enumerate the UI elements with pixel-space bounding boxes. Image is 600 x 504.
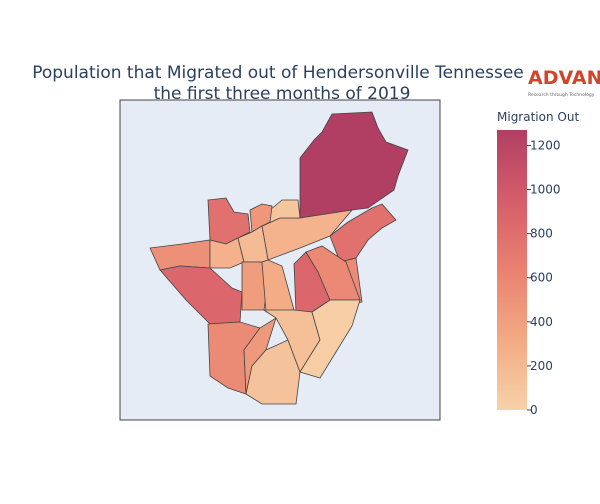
colorbar-tick-label: 600 (530, 271, 553, 285)
colorbar (497, 130, 527, 410)
title-line: Population that Migrated out of Henderso… (32, 63, 524, 83)
logo: ADVAN (528, 67, 600, 89)
logo-tagline: Research through Technology (528, 92, 595, 98)
region (299, 111, 409, 219)
regions (149, 111, 409, 405)
title-line: the first three months of 2019 (154, 84, 411, 104)
colorbar-tick-label: 400 (530, 315, 553, 329)
colorbar-tick-label: 800 (530, 227, 553, 241)
region (299, 299, 361, 379)
colorbar-tick-label: 200 (530, 359, 553, 373)
region (209, 237, 245, 269)
colorbar-tick-label: 1200 (530, 138, 561, 152)
colorbar-title: Migration Out (497, 110, 579, 124)
colorbar-tick-label: 0 (530, 403, 538, 417)
colorbar-tick-label: 1000 (530, 183, 561, 197)
region (261, 259, 295, 313)
region (245, 339, 301, 405)
